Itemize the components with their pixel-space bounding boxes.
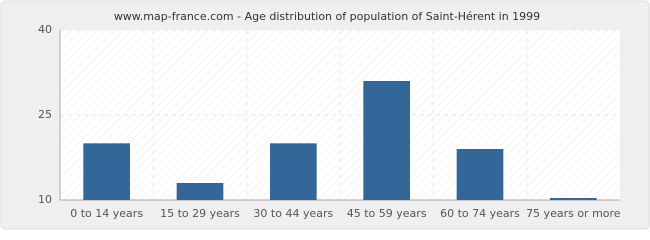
- bar: [550, 198, 597, 200]
- chart-title: www.map-france.com - Age distribution of…: [114, 10, 540, 23]
- x-tick-label: 45 to 59 years: [347, 207, 427, 220]
- x-tick-label: 15 to 29 years: [160, 207, 240, 220]
- bar: [176, 183, 224, 200]
- x-tick-label: 30 to 44 years: [253, 207, 333, 220]
- y-tick-label: 10: [38, 193, 52, 206]
- bar: [270, 143, 317, 200]
- bar: [456, 149, 504, 200]
- y-tick-label: 25: [38, 108, 52, 121]
- bar: [363, 81, 410, 200]
- chart: www.map-france.com - Age distribution of…: [0, 0, 650, 230]
- y-tick-label: 40: [38, 23, 52, 36]
- x-tick-label: 75 years or more: [526, 207, 621, 220]
- bar: [83, 143, 130, 200]
- x-tick-label: 0 to 14 years: [70, 207, 143, 220]
- x-tick-label: 60 to 74 years: [440, 207, 520, 220]
- page: www.map-france.com - Age distribution of…: [0, 0, 650, 230]
